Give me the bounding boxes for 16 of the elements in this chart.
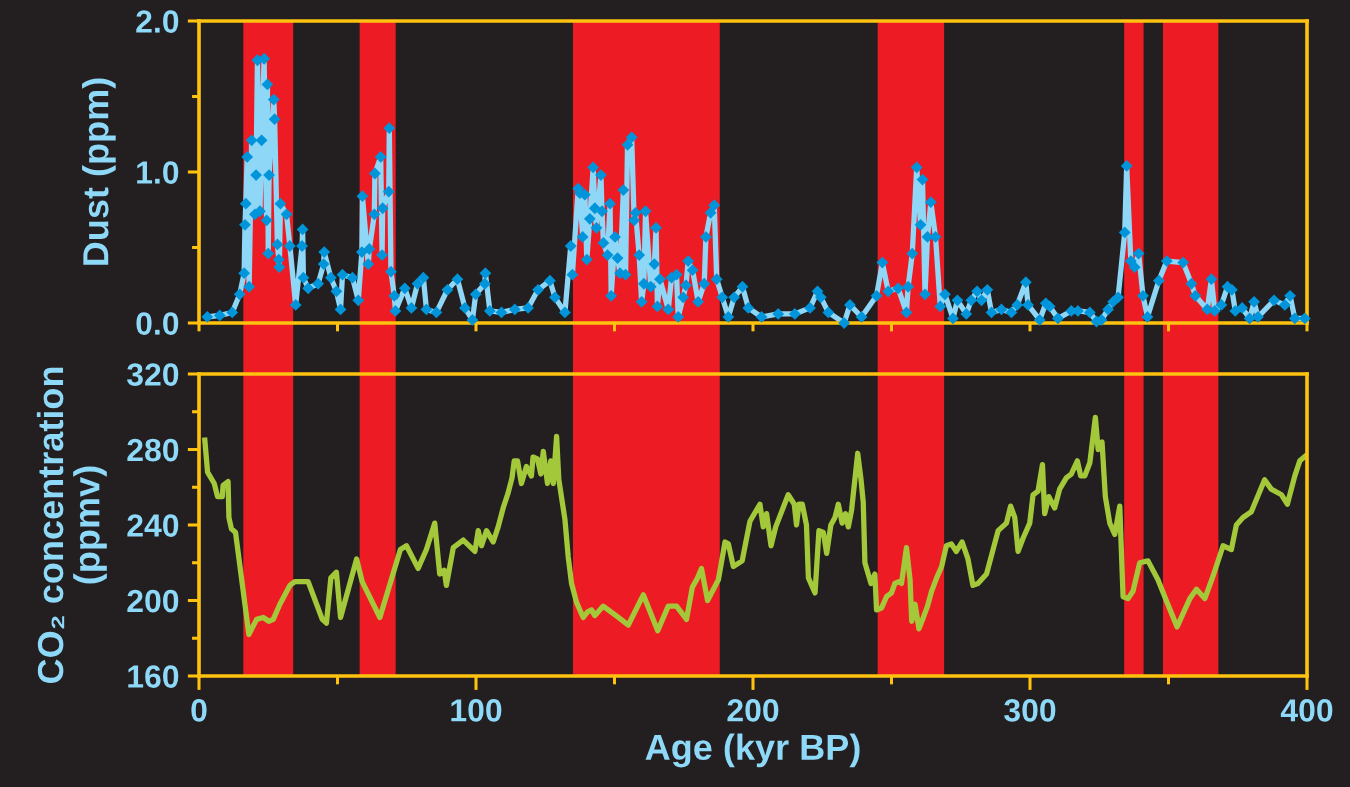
- x-tick-label: 200: [727, 699, 779, 722]
- y-tick-label: 2.0: [136, 10, 179, 33]
- x-tick-label: 300: [1004, 699, 1056, 722]
- y-tick-label: 1.0: [137, 161, 179, 184]
- y-tick-label: 200: [127, 589, 179, 613]
- y-tick-label: 280: [127, 438, 179, 462]
- y-tick-label: 320: [127, 363, 179, 386]
- x-tick-label: 0: [191, 699, 207, 722]
- y-tick-label: 240: [127, 514, 179, 537]
- x-tick-label: 400: [1280, 699, 1333, 722]
- y-tick-label: 0.0: [136, 312, 179, 335]
- x-tick-label: 100: [451, 699, 502, 722]
- y-tick-label: 160: [128, 665, 179, 688]
- y-axis-title: CO₂ concentration (ppmv): [36, 367, 107, 684]
- x-axis-title: Age (kyr BP): [645, 733, 860, 768]
- y-axis-title: Dust (ppm): [82, 78, 116, 265]
